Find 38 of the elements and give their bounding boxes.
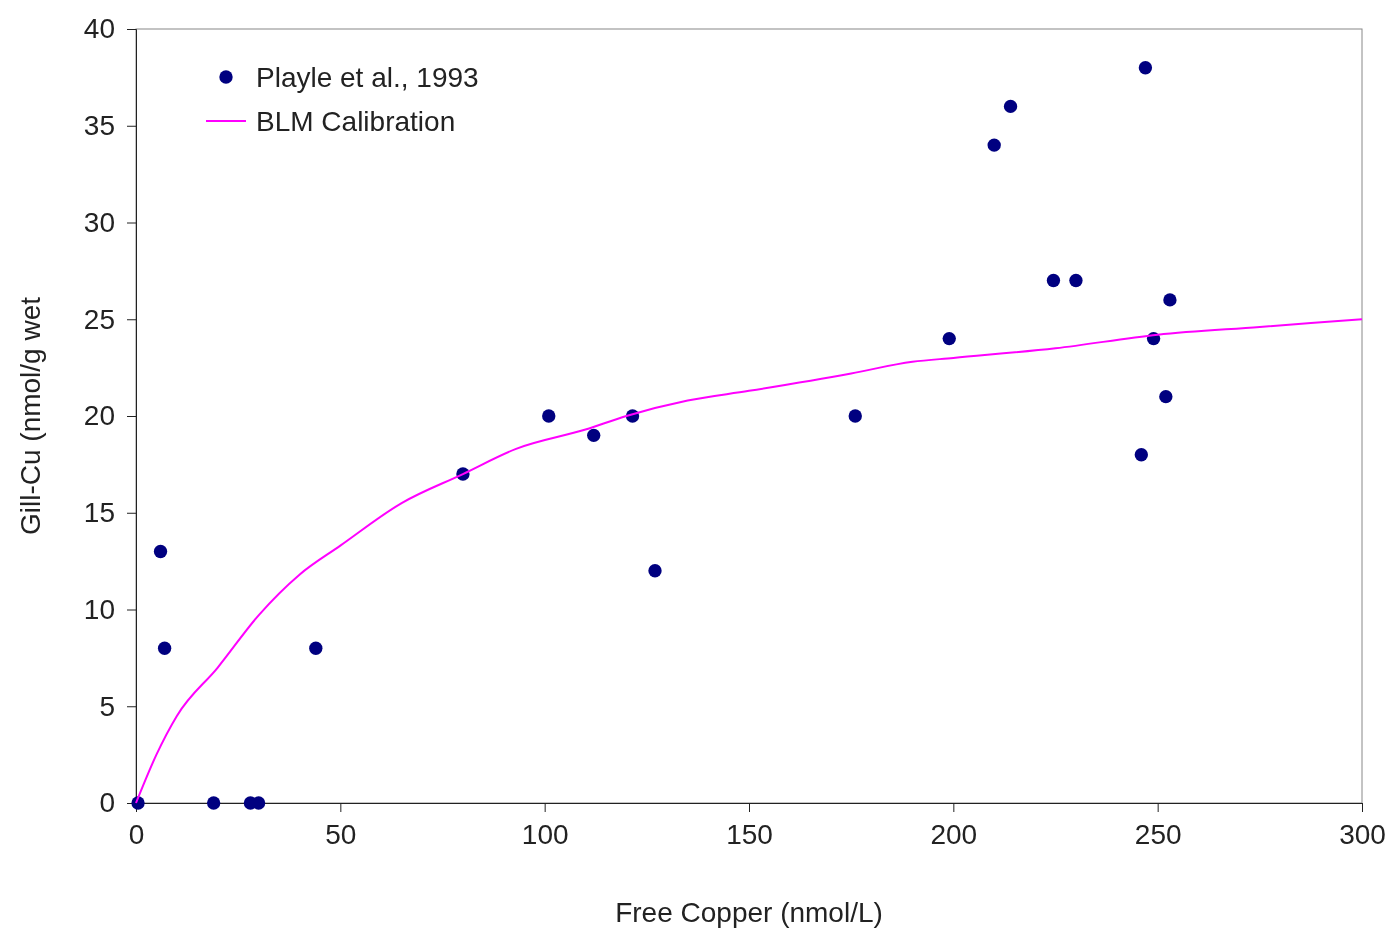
point <box>1138 61 1153 75</box>
point <box>1046 273 1061 288</box>
x-tick-label: 200 <box>930 818 978 850</box>
point <box>1163 293 1177 307</box>
point <box>1134 448 1148 462</box>
y-tick-label: 5 <box>99 690 115 722</box>
point <box>206 796 221 810</box>
point <box>1069 273 1083 288</box>
point <box>987 138 1001 152</box>
y-tick-label: 10 <box>83 593 115 625</box>
point <box>542 409 556 423</box>
x-tick-label: 50 <box>325 818 357 850</box>
y-tick-label: 0 <box>99 787 115 819</box>
point <box>131 796 145 810</box>
y-axis-title: Gill-Cu (nmol/g wet <box>15 296 46 536</box>
x-tick-label: 150 <box>726 818 773 850</box>
legend-label: BLM Calibration <box>256 105 456 137</box>
legend-label: Playle et al., 1993 <box>256 61 479 93</box>
point <box>309 641 323 655</box>
point <box>648 564 662 578</box>
point <box>942 331 956 346</box>
y-tick-label: 30 <box>83 206 115 238</box>
point <box>587 428 601 443</box>
point <box>1003 99 1018 114</box>
point <box>1159 389 1173 404</box>
x-tick-label: 0 <box>128 818 145 850</box>
point <box>153 544 168 559</box>
y-tick-label: 15 <box>83 497 115 529</box>
x-axis-title: Free Copper (nmol/L) <box>615 897 883 928</box>
point <box>157 641 172 655</box>
y-tick-label: 40 <box>83 13 115 45</box>
x-tick-label: 250 <box>1134 818 1182 850</box>
point <box>848 409 862 423</box>
y-tick-label: 35 <box>83 110 115 142</box>
y-tick-label: 20 <box>83 400 115 432</box>
x-tick-label: 100 <box>521 818 569 850</box>
x-tick-label: 300 <box>1339 818 1386 850</box>
y-tick-label: 25 <box>83 303 115 335</box>
